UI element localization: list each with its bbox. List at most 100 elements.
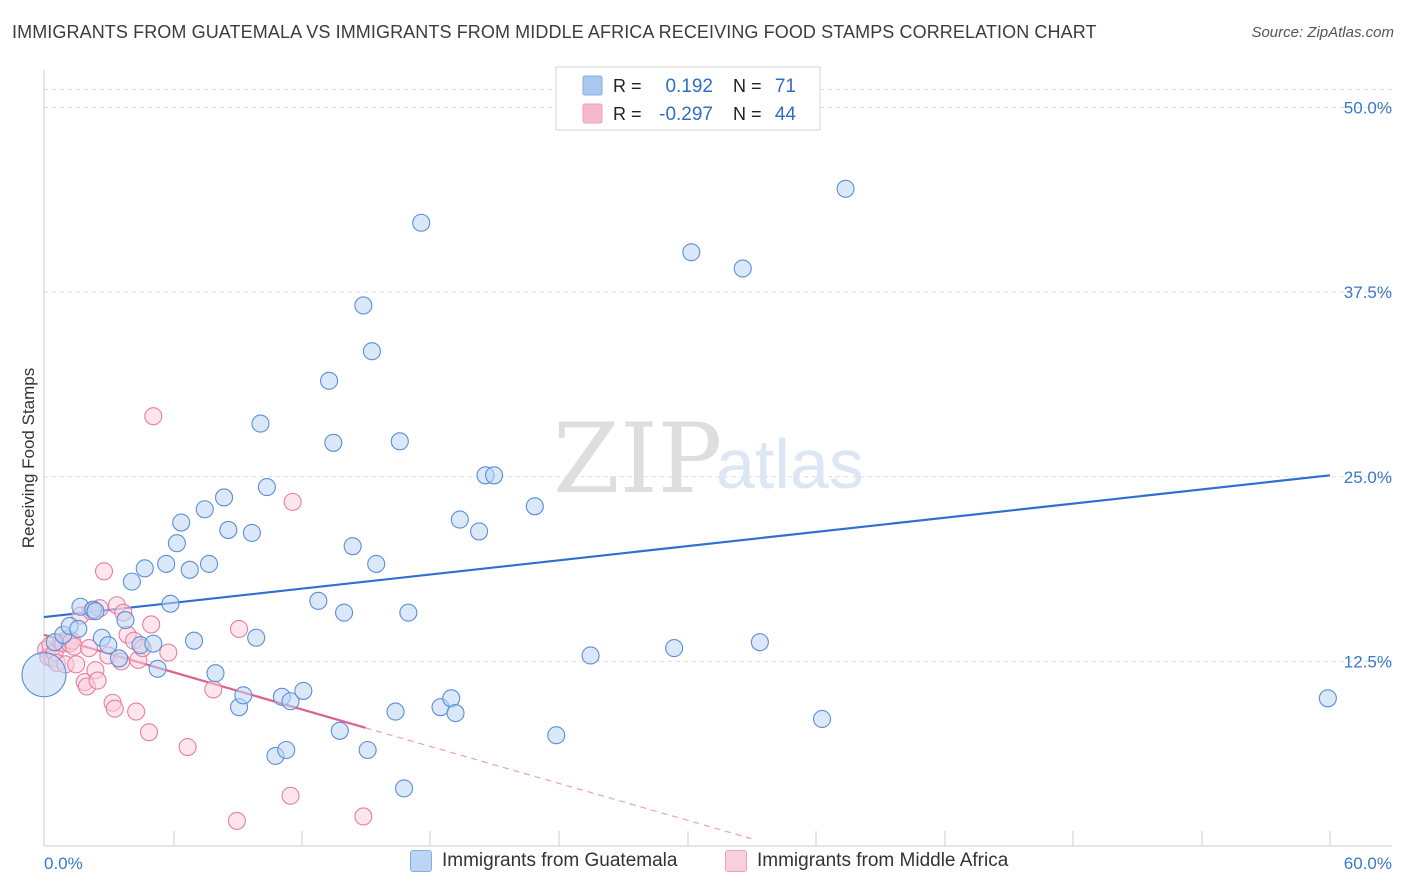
point-guatemala xyxy=(547,726,566,745)
point-guatemala xyxy=(581,646,600,665)
point-guatemala xyxy=(219,520,238,539)
point-guatemala xyxy=(1318,689,1337,708)
point-middle-africa xyxy=(144,407,163,426)
point-guatemala xyxy=(525,497,544,516)
point-guatemala xyxy=(354,296,373,315)
point-middle-africa xyxy=(281,786,300,805)
legend-r-label: R = xyxy=(613,76,642,96)
y-tick-label: 12.5% xyxy=(1344,652,1392,671)
point-guatemala xyxy=(247,628,266,647)
trendline-middle-africa-extension xyxy=(365,727,752,840)
point-middle-africa xyxy=(105,699,124,718)
point-guatemala xyxy=(234,686,253,705)
y-tick-labels: 12.5% 25.0% 37.5% 50.0% xyxy=(1344,99,1392,672)
legend-swatch-guatemala xyxy=(582,75,603,96)
point-guatemala xyxy=(161,594,180,613)
point-guatemala xyxy=(144,634,163,653)
x-tick-label-min: 0.0% xyxy=(44,854,83,873)
y-axis-label: Receiving Food Stamps xyxy=(19,368,38,548)
legend-item-middle-africa: Immigrants from Middle Africa xyxy=(725,850,1008,872)
point-middle-africa xyxy=(127,702,146,721)
watermark-atlas: atlas xyxy=(716,425,864,503)
legend-label-middle-africa: Immigrants from Middle Africa xyxy=(757,850,1009,871)
point-guatemala xyxy=(450,510,469,529)
point-middle-africa xyxy=(227,811,246,830)
point-guatemala xyxy=(412,213,431,232)
watermark-zip: ZIP xyxy=(553,403,722,515)
watermark: ZIP atlas xyxy=(553,403,864,515)
point-guatemala xyxy=(277,740,296,760)
point-guatemala xyxy=(122,572,141,591)
point-guatemala xyxy=(294,681,313,700)
point-guatemala xyxy=(330,721,349,740)
legend-swatch-middle-africa xyxy=(725,850,747,872)
legend-swatch-guatemala xyxy=(410,850,432,872)
point-middle-africa xyxy=(283,492,302,511)
point-guatemala xyxy=(242,523,261,542)
point-guatemala xyxy=(167,534,186,553)
point-guatemala xyxy=(309,591,328,610)
point-middle-africa xyxy=(159,643,178,662)
point-middle-africa xyxy=(204,680,223,699)
series-middle-africa-points xyxy=(37,407,373,830)
point-guatemala xyxy=(446,704,465,723)
point-middle-africa xyxy=(139,723,159,742)
legend-label-guatemala: Immigrants from Guatemala xyxy=(442,850,678,871)
point-guatemala xyxy=(665,639,684,658)
y-tick-label: 25.0% xyxy=(1344,468,1392,487)
legend-n-value-middle-africa: 44 xyxy=(775,104,797,125)
point-guatemala xyxy=(257,478,276,497)
point-guatemala xyxy=(358,740,377,760)
chart-title: IMMIGRANTS FROM GUATEMALA VS IMMIGRANTS … xyxy=(12,22,1097,42)
point-guatemala xyxy=(21,652,67,698)
point-guatemala xyxy=(281,692,300,711)
legend-swatch-middle-africa xyxy=(582,103,603,124)
y-tick-label: 37.5% xyxy=(1344,283,1392,302)
point-guatemala xyxy=(485,466,504,485)
legend-r-value-middle-africa: -0.297 xyxy=(659,104,713,125)
point-guatemala xyxy=(367,554,386,573)
point-guatemala xyxy=(206,664,225,683)
point-guatemala xyxy=(335,603,354,622)
legend-n-label: N = xyxy=(733,104,762,124)
point-guatemala xyxy=(199,554,219,573)
point-guatemala xyxy=(836,179,855,198)
point-guatemala xyxy=(69,619,88,638)
point-guatemala xyxy=(148,659,167,678)
point-guatemala xyxy=(116,610,135,630)
point-guatemala xyxy=(812,709,832,729)
point-guatemala xyxy=(172,513,191,532)
point-middle-africa xyxy=(94,562,114,581)
point-middle-africa xyxy=(354,807,373,826)
point-middle-africa xyxy=(142,615,161,634)
legend-r-label: R = xyxy=(613,104,642,124)
point-guatemala xyxy=(362,342,381,361)
series-guatemala-points xyxy=(21,179,1337,798)
point-guatemala xyxy=(109,649,129,668)
point-guatemala xyxy=(157,554,176,573)
x-tick-label-max: 60.0% xyxy=(1344,854,1392,873)
legend-item-guatemala: Immigrants from Guatemala xyxy=(410,850,677,872)
trendline-guatemala xyxy=(43,474,1331,619)
point-guatemala xyxy=(86,602,105,621)
point-guatemala xyxy=(343,537,362,556)
legend-r-value-guatemala: 0.192 xyxy=(665,76,713,97)
legend-n-label: N = xyxy=(733,76,762,96)
point-guatemala xyxy=(470,522,489,541)
point-guatemala xyxy=(386,702,405,721)
point-guatemala xyxy=(682,243,701,262)
point-guatemala xyxy=(750,633,769,652)
source-label: Source: ZipAtlas.com xyxy=(1251,24,1394,41)
point-guatemala xyxy=(180,560,199,579)
point-middle-africa xyxy=(178,737,197,757)
point-guatemala xyxy=(320,371,339,390)
point-guatemala xyxy=(135,559,154,578)
series-legend: Immigrants from Guatemala Immigrants fro… xyxy=(0,850,1406,880)
point-guatemala xyxy=(184,631,204,650)
point-guatemala xyxy=(733,259,752,278)
point-guatemala xyxy=(195,500,214,519)
point-guatemala xyxy=(324,433,343,452)
gridlines xyxy=(44,89,1392,662)
point-middle-africa xyxy=(229,619,249,638)
